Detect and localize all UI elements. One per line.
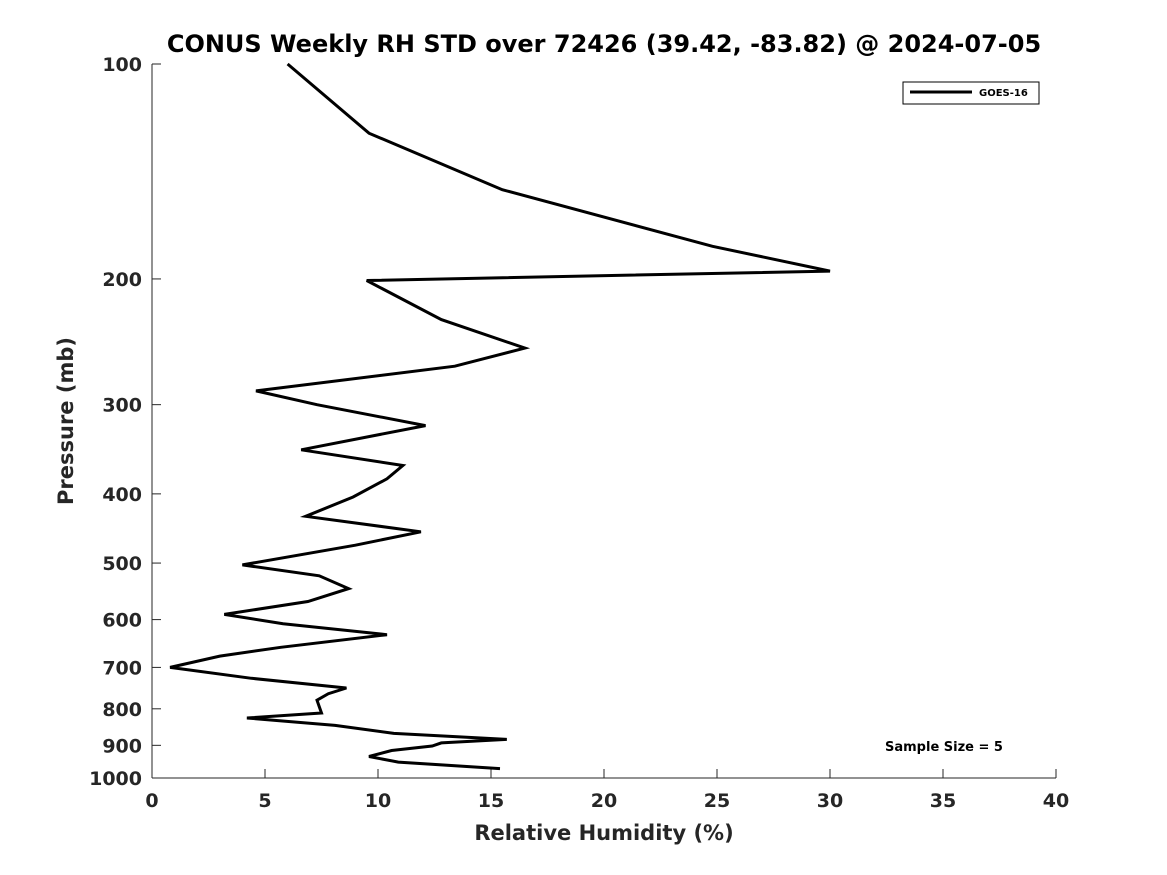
legend-label-goes-16: GOES-16 (979, 88, 1028, 99)
x-axis-label: Relative Humidity (%) (474, 821, 733, 845)
y-tick-label: 200 (102, 269, 142, 291)
x-tick-label: 5 (258, 790, 271, 812)
x-tick-label: 15 (478, 790, 504, 812)
legend: GOES-16 (902, 81, 1040, 105)
y-tick-label: 400 (102, 484, 142, 506)
x-tick-label: 35 (930, 790, 956, 812)
sample-size-annotation: Sample Size = 5 (885, 740, 1003, 755)
chart-title: CONUS Weekly RH STD over 72426 (39.42, -… (167, 30, 1041, 58)
x-tick-label: 10 (365, 790, 391, 812)
x-tick-label: 20 (591, 790, 617, 812)
x-tick-label: 25 (704, 790, 730, 812)
y-tick-label: 100 (102, 54, 142, 76)
x-tick-label: 30 (817, 790, 843, 812)
data-series (169, 62, 831, 771)
y-tick-label: 1000 (89, 768, 142, 790)
x-tick-label: 40 (1043, 790, 1069, 812)
y-tick-label: 700 (102, 657, 142, 679)
y-tick-label: 800 (102, 699, 142, 721)
y-tick-label: 900 (102, 735, 142, 757)
y-tick-label: 300 (102, 395, 142, 417)
y-tick-label: 500 (102, 553, 142, 575)
y-tick-label: 600 (102, 610, 142, 632)
axis-ticks: 0 5 10 15 20 25 30 35 40 100 200 300 400 500 600 700 800… (89, 54, 1069, 812)
x-tick-label: 0 (145, 790, 158, 812)
series-line-goes-16 (169, 62, 831, 771)
plot-axes (151, 64, 1056, 779)
y-axis-label: Pressure (mb) (54, 337, 78, 505)
